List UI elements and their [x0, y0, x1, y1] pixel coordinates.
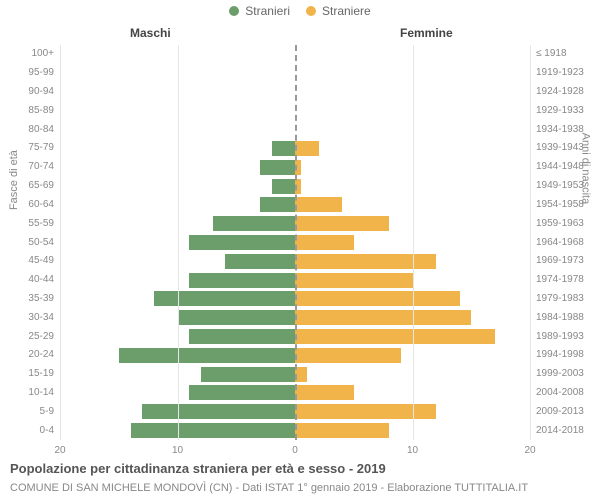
- y-label-birth: 1944-1948: [536, 161, 584, 172]
- population-pyramid-chart: Stranieri Straniere Maschi Femmine Fasce…: [0, 0, 600, 500]
- x-tick-label: 20: [54, 445, 65, 456]
- plot-area: 201001020100+≤ 191895-991919-192390-9419…: [60, 45, 530, 440]
- bar-female: [295, 216, 389, 231]
- y-label-age: 70-74: [28, 161, 54, 172]
- bar-male: [272, 141, 296, 156]
- y-label-age: 75-79: [28, 142, 54, 153]
- y-label-age: 50-54: [28, 237, 54, 248]
- y-label-age: 65-69: [28, 180, 54, 191]
- bar-female: [295, 385, 354, 400]
- y-label-birth: 1984-1988: [536, 312, 584, 323]
- y-label-birth: 1999-2003: [536, 368, 584, 379]
- bar-male: [260, 160, 295, 175]
- bar-male: [119, 348, 295, 363]
- bar-female: [295, 291, 460, 306]
- bar-female: [295, 273, 413, 288]
- bar-male: [213, 216, 295, 231]
- bar-male: [272, 179, 296, 194]
- y-axis-title-left: Fasce di età: [8, 150, 20, 210]
- bar-male: [189, 235, 295, 250]
- x-tick-label: 20: [524, 445, 535, 456]
- bar-female: [295, 235, 354, 250]
- x-tick-label: 10: [407, 445, 418, 456]
- y-label-birth: 1934-1938: [536, 124, 584, 135]
- gridline: [295, 45, 297, 440]
- bar-female: [295, 141, 319, 156]
- legend-swatch-female: [306, 6, 316, 16]
- y-label-age: 20-24: [28, 349, 54, 360]
- y-label-birth: 1949-1953: [536, 180, 584, 191]
- bar-female: [295, 254, 436, 269]
- y-label-age: 95-99: [28, 67, 54, 78]
- y-label-age: 5-9: [40, 406, 54, 417]
- y-label-birth: 1989-1993: [536, 331, 584, 342]
- bar-male: [189, 273, 295, 288]
- bar-female: [295, 423, 389, 438]
- y-label-birth: 2004-2008: [536, 387, 584, 398]
- x-tick-label: 0: [292, 445, 298, 456]
- legend: Stranieri Straniere: [0, 4, 600, 18]
- y-label-birth: 1969-1973: [536, 255, 584, 266]
- y-label-birth: 2009-2013: [536, 406, 584, 417]
- y-label-age: 60-64: [28, 199, 54, 210]
- gridline: [413, 45, 414, 440]
- bar-male: [142, 404, 295, 419]
- y-label-age: 40-44: [28, 274, 54, 285]
- bar-female: [295, 310, 471, 325]
- y-label-birth: 1959-1963: [536, 218, 584, 229]
- y-label-birth: 1919-1923: [536, 67, 584, 78]
- y-label-birth: 1939-1943: [536, 142, 584, 153]
- y-label-birth: ≤ 1918: [536, 48, 567, 59]
- bar-male: [189, 385, 295, 400]
- y-label-birth: 2014-2018: [536, 425, 584, 436]
- y-label-birth: 1979-1983: [536, 293, 584, 304]
- legend-item-male: Stranieri: [229, 4, 290, 18]
- gridline: [60, 45, 61, 440]
- gridline: [530, 45, 531, 440]
- y-label-age: 85-89: [28, 105, 54, 116]
- bar-male: [201, 367, 295, 382]
- y-label-age: 0-4: [40, 425, 54, 436]
- chart-subtitle: COMUNE DI SAN MICHELE MONDOVÌ (CN) - Dat…: [10, 482, 528, 494]
- column-header-male: Maschi: [130, 26, 171, 40]
- y-label-age: 10-14: [28, 387, 54, 398]
- y-label-age: 45-49: [28, 255, 54, 266]
- bar-male: [225, 254, 296, 269]
- x-tick-label: 10: [172, 445, 183, 456]
- legend-label-female: Straniere: [322, 4, 371, 18]
- y-label-birth: 1994-1998: [536, 349, 584, 360]
- bar-female: [295, 197, 342, 212]
- y-label-age: 100+: [31, 48, 54, 59]
- chart-title: Popolazione per cittadinanza straniera p…: [10, 461, 386, 476]
- y-label-birth: 1964-1968: [536, 237, 584, 248]
- bar-male: [189, 329, 295, 344]
- y-label-birth: 1924-1928: [536, 86, 584, 97]
- bar-male: [131, 423, 296, 438]
- y-label-age: 35-39: [28, 293, 54, 304]
- column-header-female: Femmine: [400, 26, 453, 40]
- y-label-age: 55-59: [28, 218, 54, 229]
- y-label-birth: 1954-1958: [536, 199, 584, 210]
- bar-female: [295, 404, 436, 419]
- y-label-age: 15-19: [28, 368, 54, 379]
- legend-item-female: Straniere: [306, 4, 371, 18]
- gridline: [178, 45, 179, 440]
- y-label-birth: 1929-1933: [536, 105, 584, 116]
- legend-swatch-male: [229, 6, 239, 16]
- y-label-age: 80-84: [28, 124, 54, 135]
- bar-male: [178, 310, 296, 325]
- y-label-age: 30-34: [28, 312, 54, 323]
- legend-label-male: Stranieri: [245, 4, 290, 18]
- y-label-age: 25-29: [28, 331, 54, 342]
- bar-female: [295, 329, 495, 344]
- bar-male: [154, 291, 295, 306]
- bar-female: [295, 348, 401, 363]
- y-label-age: 90-94: [28, 86, 54, 97]
- bar-male: [260, 197, 295, 212]
- y-label-birth: 1974-1978: [536, 274, 584, 285]
